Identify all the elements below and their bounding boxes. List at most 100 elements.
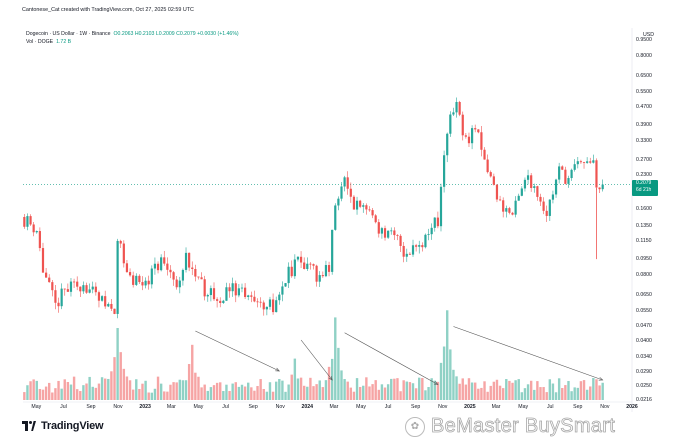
price-tick: 0.9500 [636, 37, 652, 43]
volume-bar [88, 376, 91, 400]
candle-body [548, 199, 551, 216]
volume-bar [119, 352, 122, 400]
candle-body [29, 216, 32, 225]
volume-bar [358, 386, 362, 400]
candle-body [542, 201, 545, 211]
candle-body [206, 295, 209, 297]
volume-legend[interactable]: Vol · DOGE 1.72 B [26, 39, 71, 45]
volume-bar [346, 381, 349, 400]
price-tick: 0.2700 [636, 156, 652, 163]
volume-bar [284, 391, 287, 400]
arrow-head [433, 381, 439, 385]
trend-arrow [300, 339, 333, 381]
candle-body [430, 227, 433, 235]
price-tick: 0.3900 [636, 121, 652, 128]
candle-body [411, 245, 415, 255]
candle-body [340, 186, 343, 199]
volume-bar [150, 392, 154, 400]
time-tick: May [356, 404, 366, 410]
candle-body [262, 302, 265, 310]
candle-body [150, 268, 153, 285]
volume-bar [191, 344, 194, 400]
volume-bar [393, 378, 396, 400]
volume-bar [464, 384, 468, 400]
candle-body [253, 296, 256, 302]
candle-body [405, 253, 408, 257]
candle-body [477, 129, 480, 133]
volume-bar [116, 328, 119, 400]
volume-bar [302, 385, 306, 400]
price-tick: 0.1350 [636, 222, 652, 229]
candle-body [530, 175, 533, 188]
volume-label: Vol · DOGE [26, 39, 54, 45]
candle-body [505, 208, 508, 212]
volume-bar [175, 382, 178, 400]
volume-bar [582, 380, 586, 400]
candle-body [82, 285, 85, 292]
price-tick: 0.2300 [636, 171, 652, 178]
volume-bar [343, 379, 346, 400]
tradingview-logo-icon [22, 421, 37, 431]
candle-body [461, 114, 464, 136]
candle-body [231, 283, 234, 292]
volume-bar [365, 377, 368, 400]
candle-body [446, 133, 449, 156]
volume-bar [287, 384, 290, 400]
volume-bar [408, 382, 412, 400]
volume-bar [178, 379, 182, 400]
candle-body [586, 161, 589, 163]
candle-body [163, 257, 166, 264]
candle-body [94, 286, 97, 293]
volume-bar [595, 379, 598, 400]
candle-body [309, 263, 312, 265]
price-tick: 0.0650 [636, 292, 652, 299]
tradingview-logo[interactable]: TradingView [22, 420, 104, 432]
symbol-legend[interactable]: Dogecoin · US Dollar · 1W · Binance O0.20… [26, 31, 239, 37]
volume-bar [41, 389, 45, 400]
candle-body [281, 286, 284, 295]
candle-body [523, 179, 527, 189]
candle-body [44, 272, 48, 278]
candle-body [315, 265, 318, 282]
volume-bar [327, 366, 331, 400]
volume-bar [355, 378, 359, 400]
volume-bar [299, 377, 303, 400]
price-tick: 0.0470 [636, 323, 652, 330]
candle-body [287, 266, 290, 284]
volume-bar [135, 379, 138, 400]
volume-bar [470, 382, 474, 400]
candle-body [119, 240, 122, 244]
volume-bar [100, 377, 104, 400]
candle-body [212, 288, 216, 300]
candle-body [271, 299, 275, 313]
candle-body [346, 177, 349, 189]
volume-bar [418, 377, 421, 400]
volume-bar [536, 381, 539, 400]
candle-body [331, 229, 334, 272]
candle-body [368, 209, 371, 211]
volume-bar [296, 378, 300, 400]
candle-body [321, 275, 324, 277]
candle-body [539, 196, 542, 202]
volume-bar [166, 391, 169, 400]
volume-bar [567, 381, 570, 400]
volume-bar [184, 380, 188, 400]
candle-body [576, 161, 579, 165]
currency-label: USD [643, 32, 654, 38]
volume-bar [281, 380, 284, 400]
candle-body [567, 178, 570, 184]
time-tick: Nov [275, 404, 285, 410]
candle-body [265, 306, 268, 310]
candle-body [48, 277, 51, 283]
volume-bar [495, 379, 499, 400]
volume-bar [337, 347, 340, 400]
volume-bar [172, 382, 175, 400]
volume-bar [427, 387, 430, 400]
candle-body [222, 300, 225, 303]
watermark-logo-icon: ✿ [405, 416, 425, 437]
candle-body [72, 281, 76, 283]
candle-body [188, 252, 191, 268]
volume-bar [94, 387, 98, 400]
volume-bar [128, 380, 132, 400]
